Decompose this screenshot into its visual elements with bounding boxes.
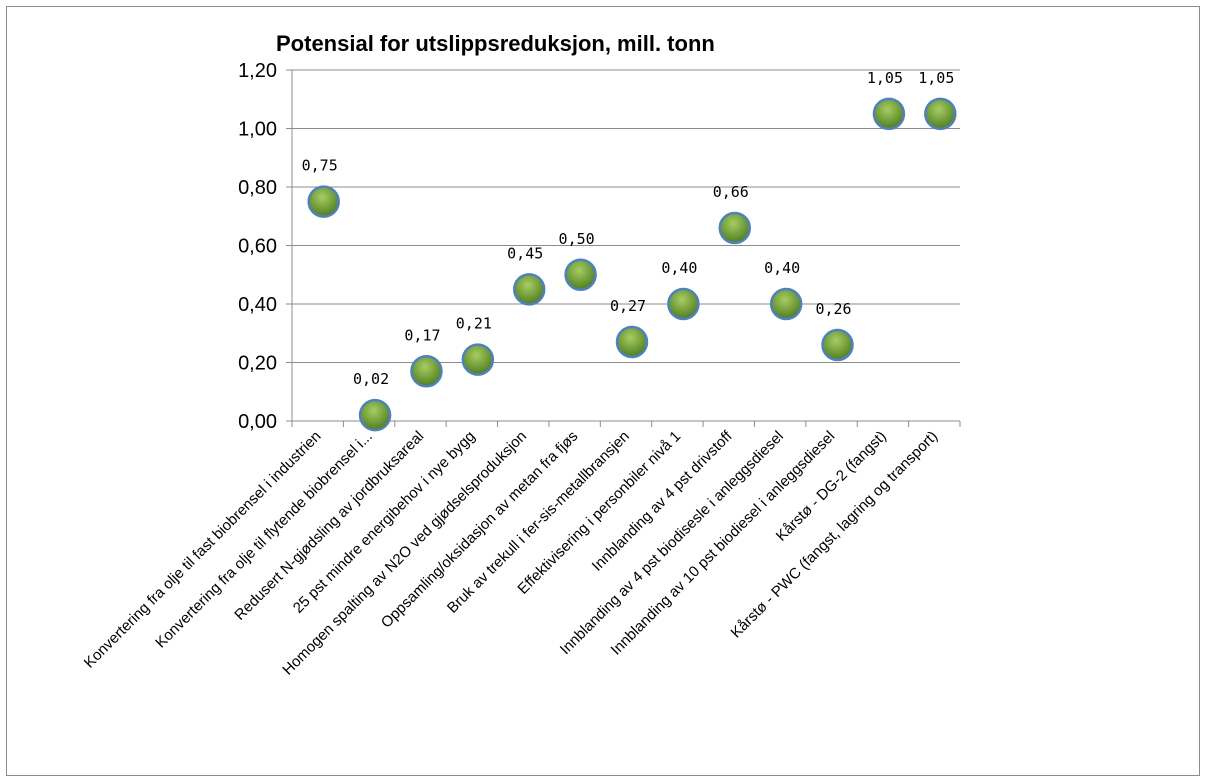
y-tick-label: 0,80	[238, 177, 277, 199]
data-label: 0,27	[610, 297, 646, 315]
data-label: 1,05	[918, 69, 954, 87]
data-label: 0,50	[559, 230, 595, 248]
data-point	[410, 355, 443, 388]
y-tick-label: 0,60	[238, 236, 277, 258]
chart-title: Potensial for utslippsreduksjon, mill. t…	[276, 31, 715, 56]
data-label: 0,40	[661, 259, 697, 277]
data-point	[512, 273, 546, 306]
data-label: 0,66	[713, 183, 749, 201]
data-label: 0,26	[815, 300, 851, 318]
data-point	[872, 97, 906, 131]
data-point	[564, 258, 597, 291]
data-point	[615, 325, 649, 359]
x-category-label: Redusert N-gjødsling av jordbruksareal	[231, 428, 427, 624]
x-category-label: Konvertering fra olje til fast biobrense…	[81, 428, 325, 672]
data-point	[769, 287, 803, 321]
data-label: 0,40	[764, 259, 800, 277]
data-label: 1,05	[867, 69, 903, 87]
data-label: 0,45	[507, 244, 543, 262]
data-point	[461, 343, 495, 376]
data-point	[718, 211, 752, 245]
data-point	[667, 287, 700, 321]
data-point	[307, 185, 340, 218]
x-category-label: Bruk av trekull i fer-sis-metallbransjen	[444, 428, 633, 617]
data-label: 0,21	[456, 315, 492, 333]
data-label: 0,17	[404, 326, 440, 344]
x-category-label: Homogen spalting av N2O ved gjødselsprod…	[279, 428, 530, 679]
y-tick-label: 0,40	[238, 294, 277, 316]
data-point	[358, 398, 392, 432]
y-tick-label: 1,00	[238, 119, 277, 141]
data-label: 0,75	[302, 157, 338, 175]
y-tick-label: 0,00	[238, 411, 277, 433]
y-tick-label: 0,20	[238, 353, 277, 375]
chart-frame	[6, 6, 1200, 776]
data-label: 0,02	[353, 370, 389, 388]
x-category-label: 25 pst mindre energibehov i nye bygg	[290, 428, 479, 617]
y-tick-label: 1,20	[238, 60, 277, 82]
data-point	[821, 328, 854, 362]
data-point	[924, 97, 957, 131]
